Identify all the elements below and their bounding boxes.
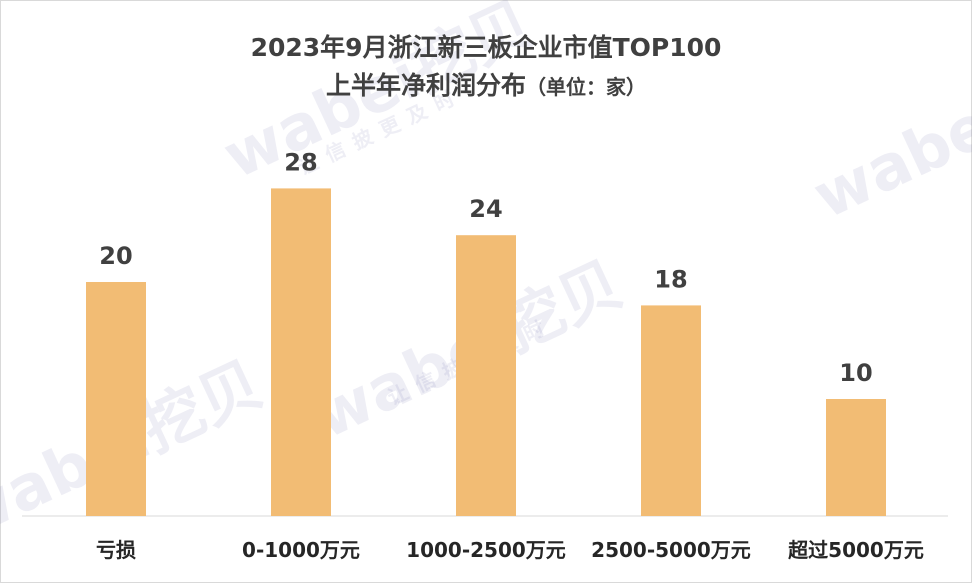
chart-subtitle: 上半年净利润分布（单位：家） bbox=[0, 66, 972, 102]
bar bbox=[641, 305, 701, 516]
data-label: 20 bbox=[99, 242, 132, 270]
category-label: 亏损 bbox=[96, 538, 136, 562]
bar bbox=[86, 282, 146, 516]
category-label: 超过5000万元 bbox=[787, 538, 924, 562]
category-label: 0-1000万元 bbox=[242, 538, 360, 562]
chart-title: 2023年9月浙江新三板企业市值TOP100 bbox=[0, 28, 972, 64]
data-label: 24 bbox=[469, 195, 502, 223]
category-label: 2500-5000万元 bbox=[591, 538, 751, 562]
chart-title-line2: 上半年净利润分布 bbox=[325, 71, 526, 100]
bar bbox=[456, 235, 516, 516]
bar bbox=[826, 399, 886, 516]
chart-title-line1: 2023年9月浙江新三板企业市值TOP100 bbox=[250, 33, 722, 62]
category-label: 1000-2500万元 bbox=[406, 538, 566, 562]
data-label: 28 bbox=[284, 148, 317, 176]
data-label: 10 bbox=[839, 359, 872, 387]
chart-unit: （单位：家） bbox=[526, 75, 646, 99]
bar bbox=[271, 188, 331, 516]
data-label: 18 bbox=[654, 265, 687, 293]
